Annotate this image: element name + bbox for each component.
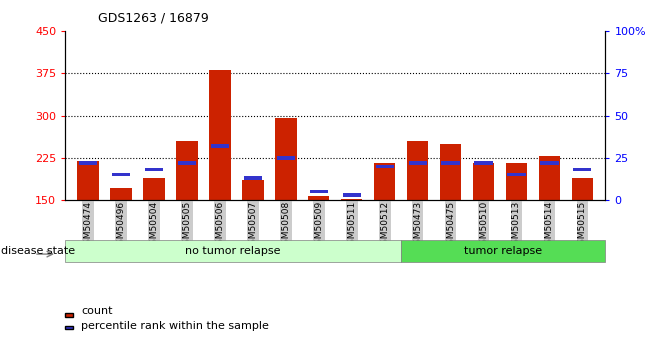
Bar bbox=[341, 199, 363, 200]
Bar bbox=[310, 190, 328, 193]
Text: GSM50475: GSM50475 bbox=[446, 201, 455, 250]
Text: GSM50505: GSM50505 bbox=[182, 201, 191, 250]
Text: GSM50504: GSM50504 bbox=[150, 201, 159, 250]
Text: GSM50515: GSM50515 bbox=[578, 201, 587, 250]
Bar bbox=[473, 164, 494, 200]
Bar bbox=[111, 188, 132, 200]
Bar bbox=[441, 161, 460, 165]
Bar bbox=[145, 168, 163, 171]
Bar bbox=[374, 164, 395, 200]
Bar bbox=[178, 161, 196, 165]
Text: GSM50514: GSM50514 bbox=[545, 201, 554, 250]
Bar bbox=[242, 180, 264, 200]
Bar bbox=[77, 161, 99, 200]
Text: GSM50507: GSM50507 bbox=[249, 201, 257, 250]
Text: GSM50474: GSM50474 bbox=[84, 201, 92, 250]
Text: GSM50512: GSM50512 bbox=[380, 201, 389, 250]
Text: GSM50511: GSM50511 bbox=[347, 201, 356, 250]
Text: GSM50508: GSM50508 bbox=[281, 201, 290, 250]
Text: tumor relapse: tumor relapse bbox=[464, 246, 542, 256]
Bar bbox=[211, 144, 229, 148]
Text: GSM50506: GSM50506 bbox=[215, 201, 225, 250]
Text: GSM50496: GSM50496 bbox=[117, 201, 126, 250]
Bar bbox=[277, 156, 295, 159]
Text: disease state: disease state bbox=[1, 246, 75, 256]
Bar bbox=[376, 165, 394, 168]
Text: GSM50473: GSM50473 bbox=[413, 201, 422, 250]
Bar bbox=[342, 193, 361, 197]
Text: GDS1263 / 16879: GDS1263 / 16879 bbox=[98, 11, 208, 24]
Text: GSM50509: GSM50509 bbox=[314, 201, 324, 250]
Bar bbox=[507, 173, 525, 176]
Bar bbox=[540, 161, 559, 165]
Text: GSM50510: GSM50510 bbox=[479, 201, 488, 250]
Bar bbox=[572, 178, 593, 200]
Bar bbox=[409, 161, 427, 165]
Bar bbox=[112, 173, 130, 176]
Text: no tumor relapse: no tumor relapse bbox=[186, 246, 281, 256]
Bar bbox=[308, 196, 329, 200]
Bar bbox=[143, 178, 165, 200]
Bar bbox=[574, 168, 592, 171]
Bar bbox=[407, 141, 428, 200]
Bar bbox=[506, 164, 527, 200]
Bar bbox=[79, 161, 97, 165]
Bar bbox=[440, 144, 462, 200]
Bar bbox=[275, 118, 297, 200]
Text: percentile rank within the sample: percentile rank within the sample bbox=[81, 321, 270, 331]
Text: GSM50513: GSM50513 bbox=[512, 201, 521, 250]
Bar bbox=[209, 70, 230, 200]
Bar bbox=[475, 161, 493, 165]
Text: count: count bbox=[81, 306, 113, 315]
Bar bbox=[243, 176, 262, 180]
Bar bbox=[176, 141, 198, 200]
Bar bbox=[539, 156, 560, 200]
